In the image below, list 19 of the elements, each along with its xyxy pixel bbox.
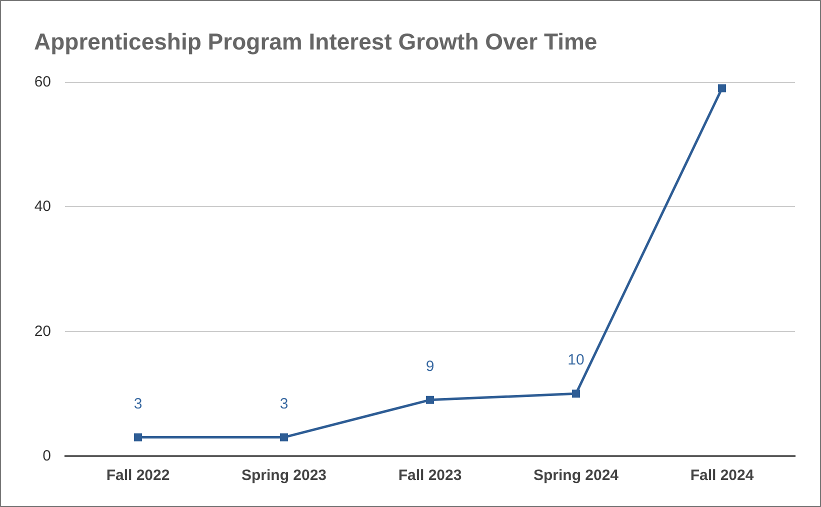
y-tick-label: 60 — [34, 74, 51, 90]
chart-title: Apprenticeship Program Interest Growth Over Time — [34, 28, 598, 54]
data-label: 3 — [280, 395, 288, 412]
y-tick-label: 0 — [42, 448, 51, 464]
point — [718, 84, 726, 92]
y-tick-label: 40 — [34, 198, 51, 216]
point — [426, 396, 434, 404]
data-label: 3 — [134, 395, 142, 412]
x-tick-label: Spring 2024 — [533, 467, 620, 484]
point — [572, 390, 580, 398]
data-label: 10 — [568, 352, 584, 369]
x-tick-label: Fall 2024 — [690, 467, 754, 484]
y-tick-label: 20 — [34, 322, 51, 340]
point — [280, 433, 288, 442]
x-tick-label: Fall 2023 — [398, 467, 462, 484]
x-tick-label: Fall 2022 — [106, 467, 170, 484]
x-tick-label: Spring 2023 — [241, 467, 327, 484]
data-label: 9 — [426, 358, 434, 375]
point — [134, 433, 142, 442]
